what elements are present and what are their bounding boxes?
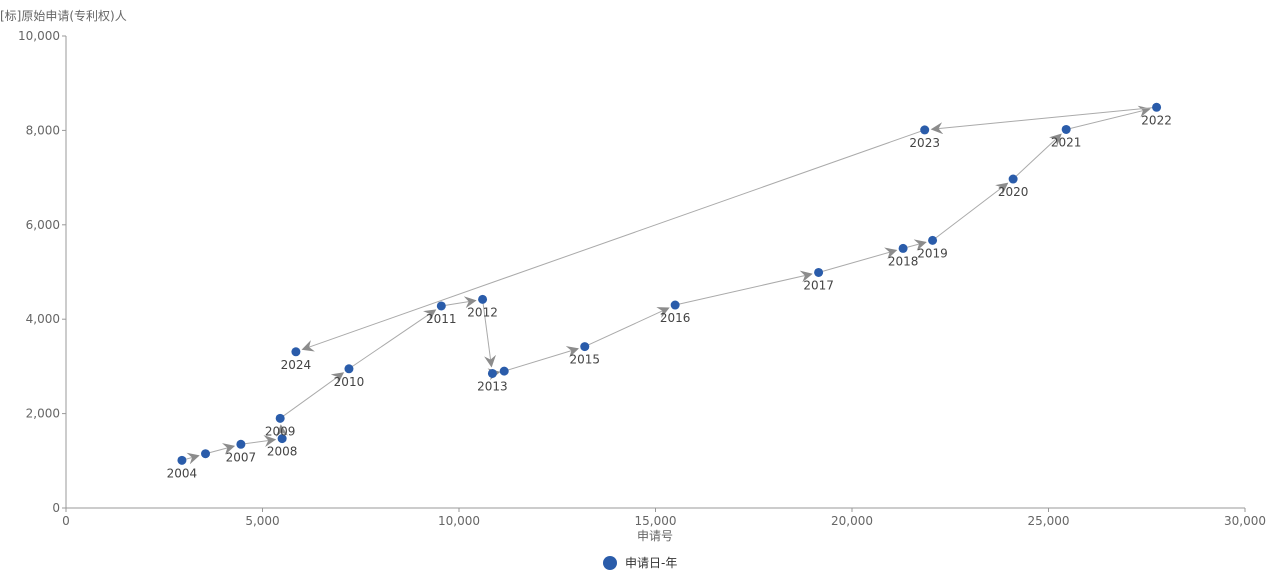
point-label: 2015 <box>569 353 600 367</box>
data-point[interactable] <box>201 449 210 458</box>
point-label: 2024 <box>281 358 312 372</box>
point-label: 2004 <box>167 466 198 480</box>
x-tick-label: 15,000 <box>635 514 677 528</box>
data-point[interactable] <box>291 347 300 356</box>
point-labels: 2004 2007 2008 2009 2010 2011 2012 2013 2015 2016… <box>167 113 1172 480</box>
point-label: 2023 <box>909 136 940 150</box>
data-point[interactable] <box>236 440 245 449</box>
data-point[interactable] <box>478 295 487 304</box>
x-tick-label: 0 <box>62 514 70 528</box>
y-axis-title: [标]原始申请(专利权)人 <box>0 8 127 23</box>
y-tick-label: 2,000 <box>26 407 60 421</box>
connector-segment <box>504 349 578 372</box>
point-label: 2019 <box>917 246 948 260</box>
connector-segment <box>819 250 897 272</box>
x-tick-label: 5,000 <box>245 514 279 528</box>
data-point[interactable] <box>1152 103 1161 112</box>
point-label: 2017 <box>803 278 834 292</box>
point-label: 2022 <box>1141 113 1172 127</box>
data-point[interactable] <box>671 301 680 310</box>
data-point[interactable] <box>920 125 929 134</box>
y-tick-label: 8,000 <box>26 123 60 137</box>
data-point[interactable] <box>580 342 589 351</box>
y-tick-label: 6,000 <box>26 218 60 232</box>
connector-segment <box>241 440 275 445</box>
x-axis: 0 5,000 10,000 15,000 20,000 25,000 30,000 <box>62 508 1266 528</box>
data-point[interactable] <box>1062 125 1071 134</box>
y-tick-label: 0 <box>52 501 60 515</box>
connector-segment <box>303 130 925 350</box>
connector-segment <box>349 310 436 369</box>
x-tick-label: 30,000 <box>1224 514 1266 528</box>
data-point[interactable] <box>814 268 823 277</box>
point-label: 2010 <box>334 375 365 389</box>
data-point[interactable] <box>1009 175 1018 184</box>
data-points <box>177 103 1161 465</box>
y-tick-label: 4,000 <box>26 312 60 326</box>
point-label: 2008 <box>267 445 298 459</box>
point-label: 2007 <box>226 450 257 464</box>
connector-segment <box>675 274 812 305</box>
data-point[interactable] <box>488 369 497 378</box>
legend-label[interactable]: 申请日-年 <box>625 556 677 570</box>
point-label: 2021 <box>1051 135 1082 149</box>
data-point[interactable] <box>928 236 937 245</box>
point-label: 2013 <box>477 379 508 393</box>
connector-segment <box>933 183 1008 240</box>
connector-lines <box>182 107 1157 460</box>
point-label: 2016 <box>660 311 691 325</box>
connector-segment <box>585 308 669 347</box>
data-point[interactable] <box>437 301 446 310</box>
legend-marker[interactable] <box>603 556 617 570</box>
point-label: 2020 <box>998 185 1029 199</box>
point-label: 2012 <box>467 305 498 319</box>
data-point[interactable] <box>344 364 353 373</box>
x-tick-label: 20,000 <box>831 514 873 528</box>
point-label: 2009 <box>265 424 296 438</box>
point-label: 2018 <box>888 254 919 268</box>
data-point[interactable] <box>276 414 285 423</box>
x-tick-label: 25,000 <box>1028 514 1070 528</box>
data-point[interactable] <box>899 244 908 253</box>
y-axis: 0 2,000 4,000 6,000 8,000 10,000 <box>18 29 66 515</box>
data-point[interactable] <box>177 456 186 465</box>
legend[interactable]: 申请日-年 <box>603 556 677 570</box>
x-axis-title: 申请号 <box>637 529 673 543</box>
y-tick-label: 10,000 <box>18 29 60 43</box>
x-tick-label: 10,000 <box>438 514 480 528</box>
point-label: 2011 <box>426 312 457 326</box>
connector-segment <box>932 107 1157 129</box>
data-point[interactable] <box>500 367 509 376</box>
